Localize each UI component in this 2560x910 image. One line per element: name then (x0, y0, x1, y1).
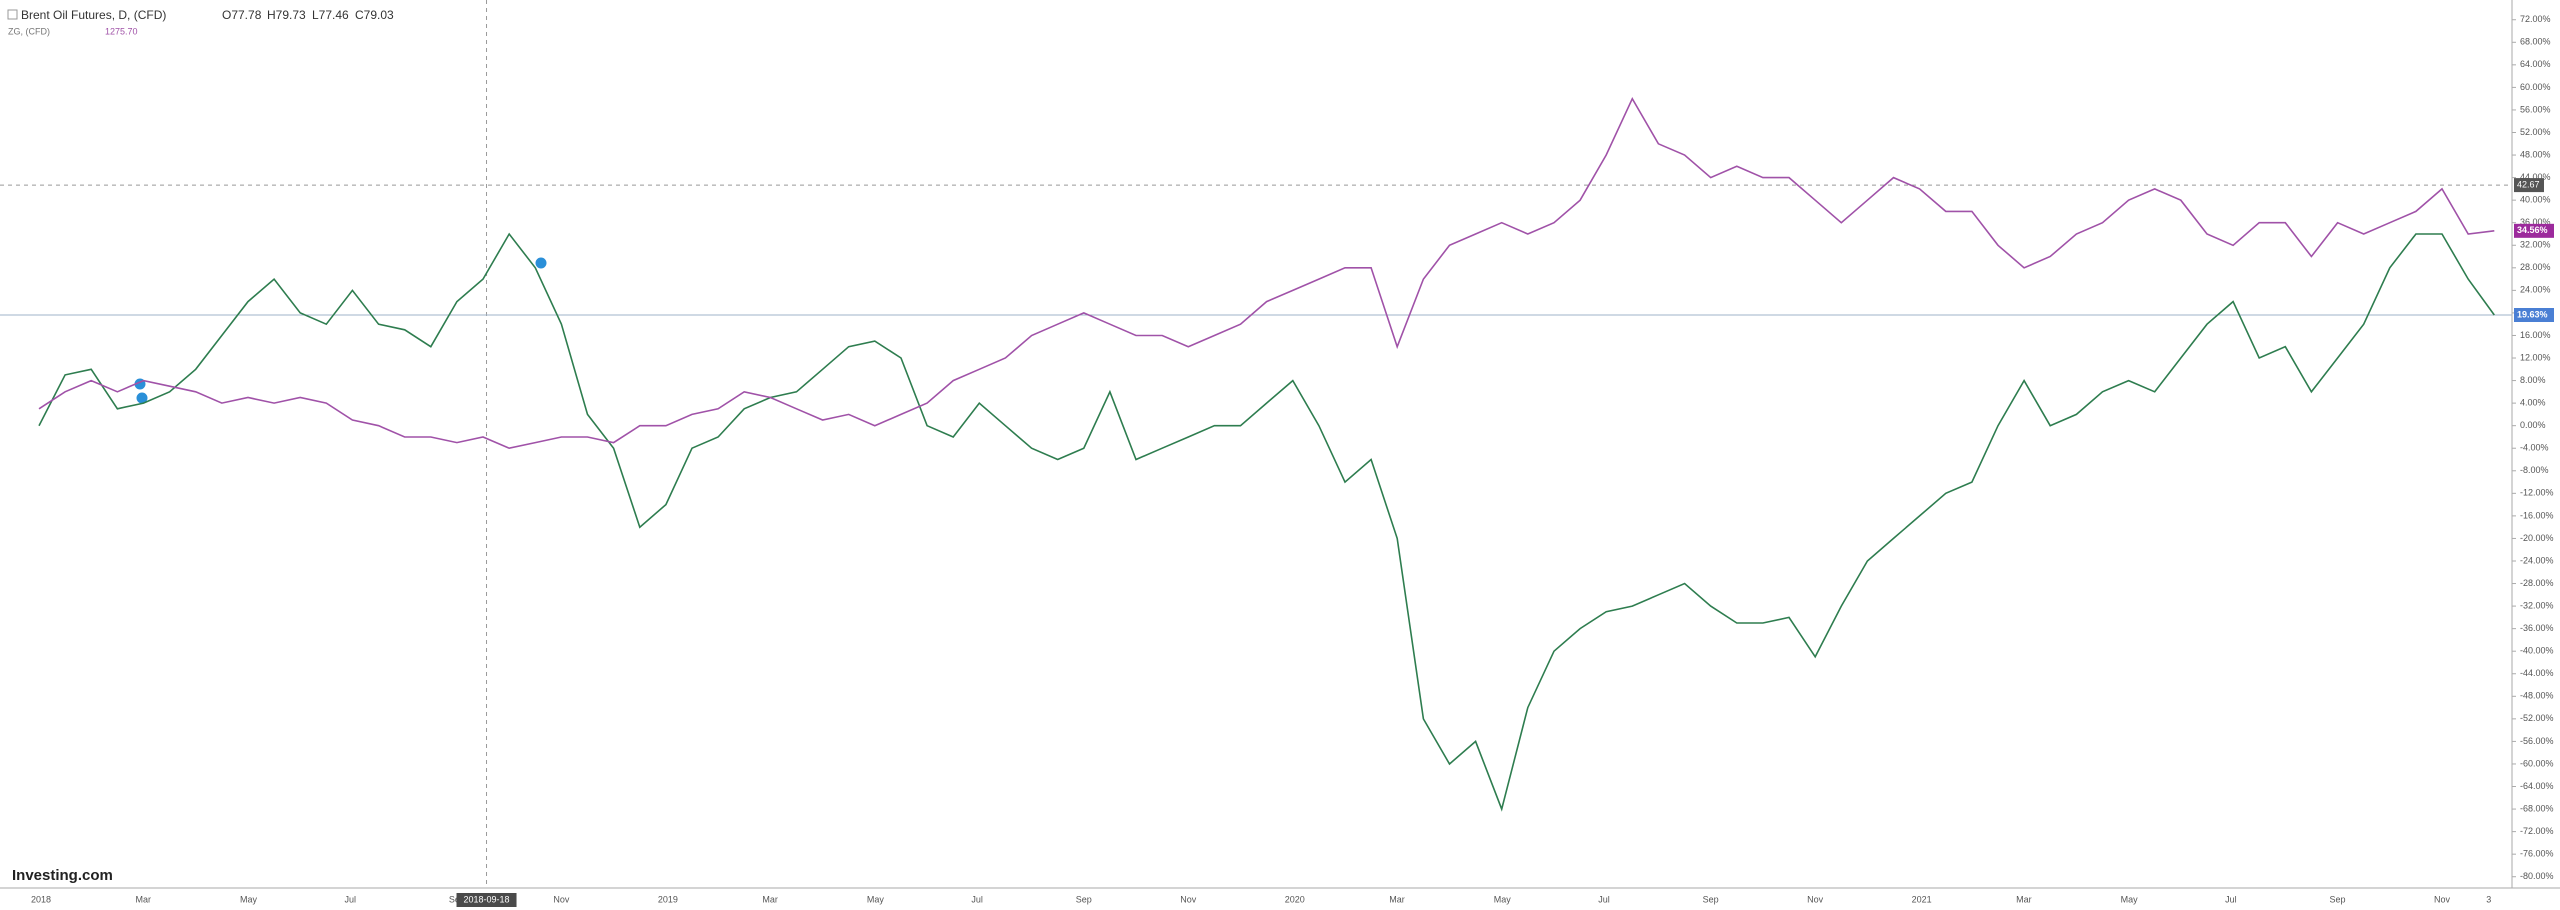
y-tick-label: 24.00% (2520, 285, 2551, 295)
x-tick-label: 2019 (658, 894, 678, 904)
y-tick-label: -20.00% (2520, 533, 2554, 543)
x-tick-label: Jul (2225, 894, 2237, 904)
last-value-label: 19.63% (2517, 309, 2548, 319)
y-tick-label: -12.00% (2520, 488, 2554, 498)
x-tick-label: 2020 (1285, 894, 1305, 904)
x-tick-label: Jul (971, 894, 983, 904)
y-tick-label: 4.00% (2520, 397, 2546, 407)
event-marker[interactable] (534, 256, 548, 270)
y-tick-label: 36.00% (2520, 217, 2551, 227)
y-tick-label: 0.00% (2520, 420, 2546, 430)
x-tick-label: Mar (1389, 894, 1405, 904)
x-tick-label: May (867, 894, 885, 904)
y-tick-label: 12.00% (2520, 352, 2551, 362)
header-title: Brent Oil Futures, D, (CFD) (21, 8, 166, 22)
x-tick-label: Mar (2016, 894, 2032, 904)
y-tick-label: 44.00% (2520, 172, 2551, 182)
collapse-icon[interactable] (7, 9, 18, 20)
ohlc-close: C79.03 (355, 8, 394, 22)
x-tick-label: 2018 (31, 894, 51, 904)
ohlc-low: L77.46 (312, 8, 349, 22)
x-tick-label: Mar (762, 894, 778, 904)
y-tick-label: 28.00% (2520, 262, 2551, 272)
series-line (38, 232, 2495, 812)
y-tick-label: -76.00% (2520, 849, 2554, 859)
last-value-box (2514, 308, 2554, 323)
second-series-name: ZG, (CFD) (8, 26, 50, 36)
y-tick-label: -56.00% (2520, 736, 2554, 746)
y-tick-label: -32.00% (2520, 600, 2554, 610)
y-tick-label: -68.00% (2520, 803, 2554, 813)
logo: Investing.com (12, 867, 113, 884)
x-tick-label: 3 (2486, 894, 2491, 904)
y-tick-label: -48.00% (2520, 691, 2554, 701)
last-value-box (2514, 223, 2554, 238)
crosshair-y-box (2514, 178, 2544, 193)
crosshair-y-label: 42.67 (2517, 179, 2540, 189)
crosshair-date: 2018-09-18 (463, 894, 509, 904)
y-tick-label: -8.00% (2520, 465, 2549, 475)
x-tick-label: Nov (2434, 894, 2451, 904)
y-tick-label: 8.00% (2520, 375, 2546, 385)
x-tick-label: Jul (344, 894, 356, 904)
x-tick-label: Nov (553, 894, 570, 904)
x-tick-label: Sep (1703, 894, 1719, 904)
crosshair-date-box (456, 893, 517, 907)
y-tick-label: -44.00% (2520, 668, 2554, 678)
y-tick-label: 72.00% (2520, 14, 2551, 24)
y-tick-label: 60.00% (2520, 82, 2551, 92)
y-tick-label: -4.00% (2520, 443, 2549, 453)
y-tick-label: 68.00% (2520, 37, 2551, 47)
y-tick-label: 56.00% (2520, 104, 2551, 114)
y-tick-label: -36.00% (2520, 623, 2554, 633)
ohlc-open: O77.78 (222, 8, 262, 22)
y-tick-label: 64.00% (2520, 59, 2551, 69)
y-tick-label: 52.00% (2520, 127, 2551, 137)
y-tick-label: -16.00% (2520, 510, 2554, 520)
x-tick-label: Nov (1180, 894, 1197, 904)
y-tick-label: 48.00% (2520, 149, 2551, 159)
x-tick-label: May (2121, 894, 2139, 904)
last-value-label: 34.56% (2517, 225, 2548, 235)
x-tick-label: May (240, 894, 258, 904)
y-tick-label: -64.00% (2520, 781, 2554, 791)
y-tick-label: -72.00% (2520, 826, 2554, 836)
x-tick-label: Sep (1076, 894, 1092, 904)
x-tick-label: 2021 (1912, 894, 1932, 904)
y-tick-label: 32.00% (2520, 240, 2551, 250)
x-tick-label: Nov (1807, 894, 1824, 904)
y-tick-label: -60.00% (2520, 758, 2554, 768)
y-tick-label: -52.00% (2520, 713, 2554, 723)
x-tick-label: Mar (135, 894, 151, 904)
y-tick-label: 40.00% (2520, 195, 2551, 205)
y-tick-label: -24.00% (2520, 555, 2554, 565)
x-tick-label: Sep (2330, 894, 2346, 904)
ohlc-high: H79.73 (267, 8, 306, 22)
y-tick-label: -40.00% (2520, 646, 2554, 656)
y-tick-label: -28.00% (2520, 578, 2554, 588)
y-tick-label: -80.00% (2520, 871, 2554, 881)
series-line (38, 96, 2495, 450)
second-series-value: 1275.70 (105, 26, 138, 36)
y-tick-label: 16.00% (2520, 330, 2551, 340)
x-tick-label: Jul (1598, 894, 1610, 904)
x-tick-label: May (1494, 894, 1512, 904)
